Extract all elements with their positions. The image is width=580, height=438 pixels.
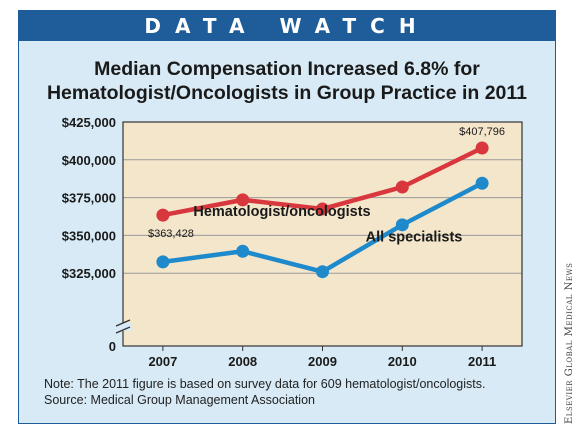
chart-title: Median Compensation Increased 6.8% for H… bbox=[19, 57, 555, 105]
data-label: $407,796 bbox=[459, 126, 505, 138]
x-tick-label: 2010 bbox=[388, 354, 417, 369]
series-label-all-specialists: All specialists bbox=[366, 229, 463, 245]
credit-text: Elsevier Global Medical News bbox=[564, 262, 575, 424]
note-text: Note: The 2011 figure is based on survey… bbox=[44, 377, 486, 391]
data-point-2 bbox=[156, 255, 170, 269]
chart-title-line-1: Median Compensation Increased 6.8% for bbox=[94, 58, 480, 80]
axis-break-gap bbox=[115, 323, 131, 331]
y-tick-label: $350,000 bbox=[62, 228, 116, 243]
data-point-1 bbox=[236, 193, 250, 207]
y-tick-label: $400,000 bbox=[62, 153, 116, 168]
data-point-1 bbox=[475, 141, 489, 155]
y-tick-label: $425,000 bbox=[62, 115, 116, 130]
x-tick-label: 2009 bbox=[308, 354, 337, 369]
chart-title-line-2: Hematologist/Oncologists in Group Practi… bbox=[46, 82, 528, 104]
line-chart: $425,000 $400,000 $375,000 $350,000 $325,000… bbox=[62, 115, 523, 369]
data-point-2 bbox=[475, 176, 489, 190]
x-tick-label: 2008 bbox=[228, 354, 257, 369]
data-point-1 bbox=[395, 180, 409, 194]
data-label: $363,428 bbox=[148, 228, 194, 240]
banner-title: DATA WATCH bbox=[19, 11, 555, 41]
data-point-1 bbox=[156, 208, 170, 222]
y-tick-label: 0 bbox=[109, 339, 116, 354]
y-tick-label: $375,000 bbox=[62, 191, 116, 206]
y-tick-label: $325,000 bbox=[62, 266, 116, 281]
source-text: Source: Medical Group Management Associa… bbox=[44, 393, 315, 407]
axis-break-mark bbox=[115, 326, 131, 334]
series-label-hem-onc: Hematologist/oncologists bbox=[193, 204, 370, 220]
data-point-2 bbox=[316, 265, 329, 279]
axis-break-mark bbox=[115, 319, 131, 327]
x-tick-label: 2007 bbox=[148, 354, 177, 369]
chart-notes: Note: The 2011 figure is based on survey… bbox=[44, 376, 485, 408]
data-point-2 bbox=[236, 244, 250, 258]
data-watch-panel: DATA WATCH Median Compensation Increased… bbox=[18, 10, 556, 424]
data-point-2 bbox=[395, 218, 409, 232]
x-tick-label: 2011 bbox=[468, 354, 496, 369]
data-point-1 bbox=[316, 202, 329, 216]
